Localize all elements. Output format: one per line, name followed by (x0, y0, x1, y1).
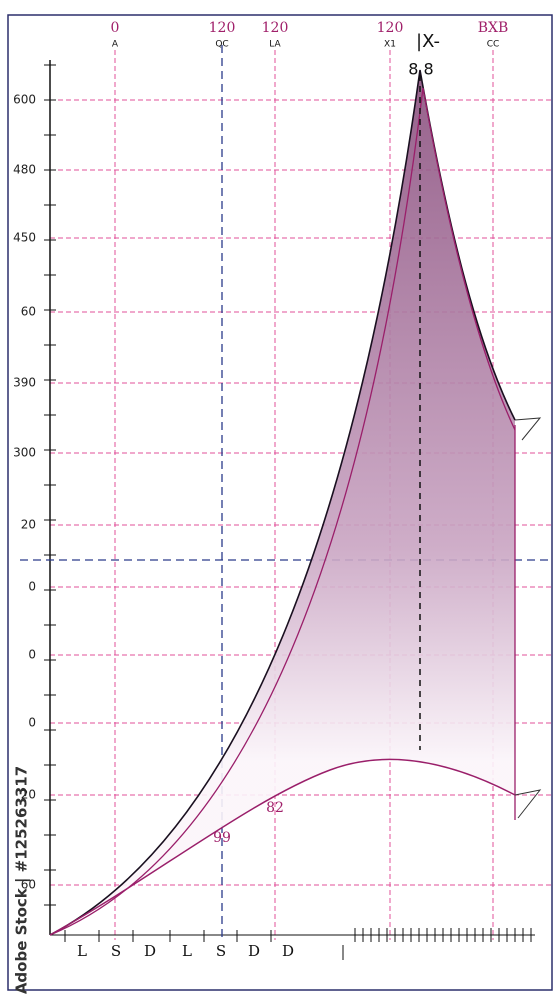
top-code: QC (215, 40, 228, 50)
watermark: Adobe Stock | #125263317 (13, 766, 32, 994)
peak-label: 8 8 (408, 60, 433, 79)
top-code: A (112, 40, 119, 50)
top-number: 120 (262, 20, 289, 36)
y-label: 390 (13, 376, 36, 390)
inner-curve (49, 87, 516, 936)
y-label: 20 (21, 788, 36, 802)
outer-curve (49, 69, 516, 936)
bottom-label: D (248, 942, 260, 960)
curve-label: 82 (266, 800, 284, 816)
bottom-label: D (282, 942, 294, 960)
bottom-label: L (77, 942, 87, 960)
y-label: 450 (13, 231, 36, 245)
area (50, 70, 515, 935)
top-number: BXB (478, 20, 509, 36)
y-label: 600 (13, 93, 36, 107)
frame (7, 14, 553, 991)
top-number: 0 (111, 20, 120, 36)
top-code: LA (269, 40, 281, 50)
bottom-label: S (111, 942, 121, 960)
y-label: 0 (28, 648, 36, 662)
top-number: 120 (377, 20, 404, 36)
y-label: 0 (28, 716, 36, 730)
top-code: X1 (384, 40, 396, 50)
y-label: 300 (13, 446, 36, 460)
curve-label: 99 (213, 830, 231, 846)
bottom-label: L (182, 942, 192, 960)
y-label: 480 (13, 163, 36, 177)
y-label: 60 (21, 878, 36, 892)
y-label: 0 (28, 580, 36, 594)
top-code: CC (487, 40, 500, 50)
y-label: 60 (21, 305, 36, 319)
edge-marks (514, 417, 542, 819)
y-label: 20 (21, 518, 36, 532)
top-number: 120 (209, 20, 236, 36)
marker: |X- (416, 31, 440, 52)
bottom-label: D (144, 942, 156, 960)
lower-curve (49, 758, 516, 936)
bottom-label: S (216, 942, 226, 960)
